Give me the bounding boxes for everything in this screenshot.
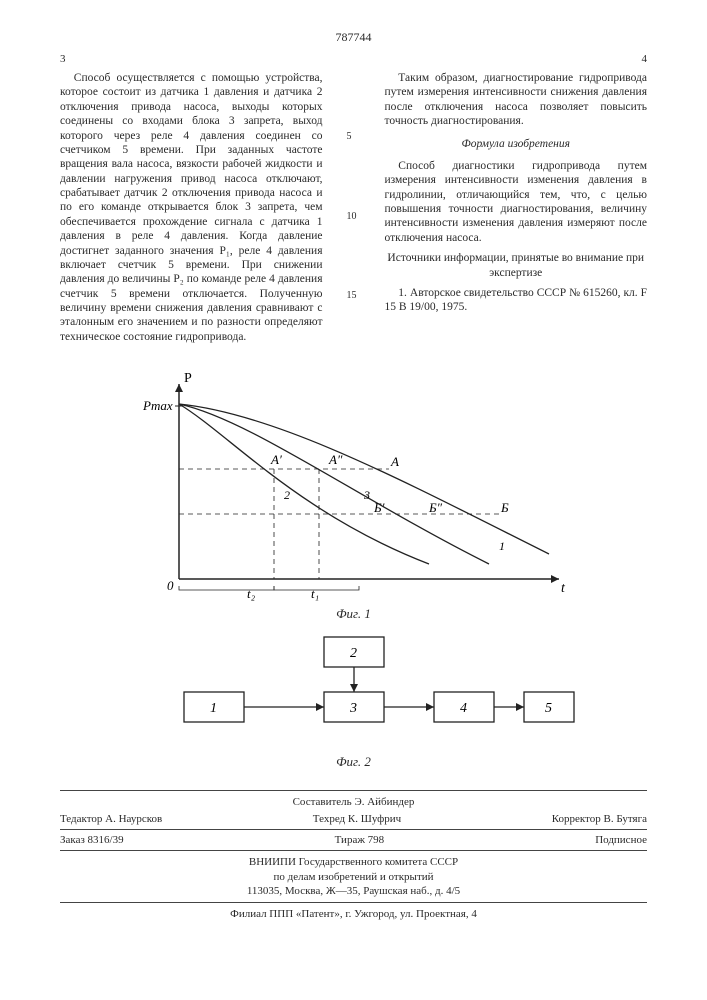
fig1-curve3-lbl: 3 (363, 488, 370, 502)
footer-rule-1 (60, 790, 647, 791)
fig1-Bpp: Б″ (428, 500, 443, 515)
fig1-svg: P Pmax t 0 A A′ A″ Б Б′ Б″ 1 2 3 t₁ t₂ (129, 364, 579, 604)
corrector: Корректор В. Бутяга (552, 813, 647, 825)
fig2-box4: 4 (460, 701, 467, 716)
addr2: Филиал ППП «Патент», г. Ужгород, ул. Про… (60, 907, 647, 921)
order: Заказ 8316/39 (60, 834, 124, 846)
footer-rule-2 (60, 829, 647, 830)
fig2-box5: 5 (545, 701, 552, 716)
subscription: Подписное (595, 834, 647, 846)
line-marker-15: 15 (347, 290, 357, 301)
doc-number: 787744 (60, 30, 647, 45)
print-row: Заказ 8316/39 Тираж 798 Подписное (60, 834, 647, 846)
techred: Техред К. Шуфрич (313, 813, 401, 825)
footer: Составитель Э. Айбиндер Тедактор А. Наур… (60, 790, 647, 921)
footer-rule-3 (60, 850, 647, 851)
composer-label: Составитель (293, 796, 352, 808)
left-page-num: 3 (60, 53, 66, 65)
tirazh: Тираж 798 (335, 834, 385, 846)
fig2-caption: Фиг. 2 (60, 754, 647, 770)
fig2-svg: 2 1 3 4 5 (124, 632, 584, 752)
fig1-t1: t₁ (311, 586, 319, 601)
figures: P Pmax t 0 A A′ A″ Б Б′ Б″ 1 2 3 t₁ t₂ Ф… (60, 364, 647, 770)
line-markers: 5 10 15 (347, 71, 361, 301)
credits-row: Тедактор А. Наурсков Техред К. Шуфрич Ко… (60, 813, 647, 825)
fig2-box1: 1 (210, 701, 217, 716)
composer-line: Составитель Э. Айбиндер (60, 795, 647, 809)
fig1-curve1-lbl: 1 (499, 539, 505, 553)
fig1-curve2-lbl: 2 (284, 488, 290, 502)
composer-name: Э. Айбиндер (354, 796, 414, 808)
fig2-box3: 3 (349, 701, 357, 716)
left-column: Способ осуществляется с помощью устройст… (60, 71, 323, 348)
figure-2: 2 1 3 4 5 Фиг. 2 (60, 632, 647, 770)
addr1: 113035, Москва, Ж—35, Раушская наб., д. … (60, 884, 647, 898)
fig1-pmax: Pmax (142, 398, 173, 413)
fig2-box2: 2 (350, 646, 357, 661)
sources-heading: Источники информации, принятые во вниман… (385, 251, 648, 280)
editor: Тедактор А. Наурсков (60, 813, 162, 825)
figure-1: P Pmax t 0 A A′ A″ Б Б′ Б″ 1 2 3 t₁ t₂ Ф… (60, 364, 647, 622)
line-marker-5: 5 (347, 131, 357, 142)
fig1-caption: Фиг. 1 (60, 606, 647, 622)
fig1-Bp: Б′ (373, 500, 385, 515)
fig1-x-label: t (561, 581, 566, 596)
line-marker-10: 10 (347, 211, 357, 222)
right-p1: Таким образом, диагностирование гидропри… (385, 71, 648, 129)
fig1-B: Б (500, 500, 509, 515)
fig1-A: A (390, 454, 399, 469)
org-block: ВНИИПИ Государственного комитета СССР по… (60, 855, 647, 898)
body-columns: Способ осуществляется с помощью устройст… (60, 71, 647, 348)
fig1-Ap: A′ (270, 452, 282, 467)
footer-rule-4 (60, 902, 647, 903)
right-column: Таким образом, диагностирование гидропри… (385, 71, 648, 348)
org1: ВНИИПИ Государственного комитета СССР (60, 855, 647, 869)
left-p1: Способ осуществляется с помощью устройст… (60, 71, 323, 344)
right-page-num: 4 (642, 53, 648, 65)
formula-heading: Формула изобретения (385, 137, 648, 151)
fig1-App: A″ (328, 452, 343, 467)
org2: по делам изобретений и открытий (60, 870, 647, 884)
right-p2: Способ диагностики гидропривода путем из… (385, 159, 648, 245)
fig1-t2: t₂ (247, 586, 256, 601)
fig1-origin: 0 (167, 578, 174, 593)
fig1-y-label: P (184, 371, 192, 386)
right-p3: 1. Авторское свидетельство СССР № 615260… (385, 286, 648, 315)
page-numbers: 3 4 (60, 53, 647, 65)
